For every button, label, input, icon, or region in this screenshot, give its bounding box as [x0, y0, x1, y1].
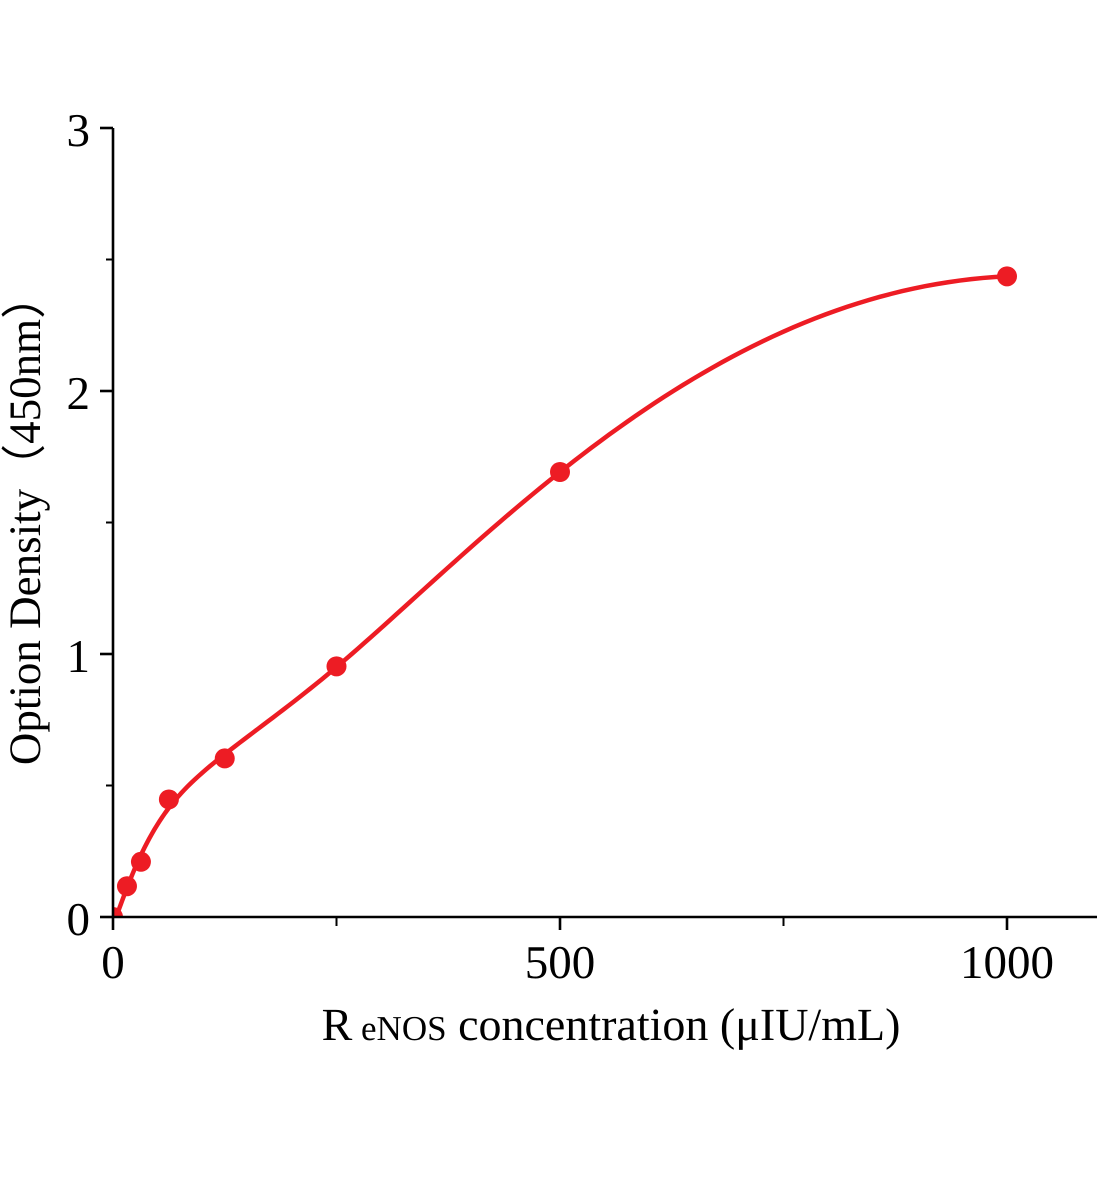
svg-text:1: 1 — [67, 631, 91, 683]
svg-text:R eNOS concentration (μIU/mL: R eNOS concentration (μIU/mL) — [322, 999, 901, 1050]
svg-text:0: 0 — [67, 894, 91, 946]
svg-text:3: 3 — [67, 105, 91, 157]
svg-text:2: 2 — [67, 368, 91, 420]
svg-text:0: 0 — [101, 937, 125, 989]
svg-text:Option Density（450nm）: Option Density（450nm） — [0, 274, 50, 765]
svg-text:500: 500 — [525, 937, 596, 989]
svg-text:1000: 1000 — [960, 937, 1054, 989]
